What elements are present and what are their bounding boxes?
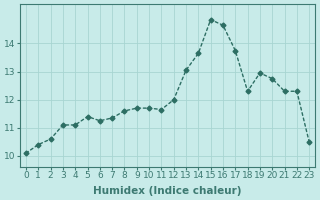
X-axis label: Humidex (Indice chaleur): Humidex (Indice chaleur) (93, 186, 242, 196)
